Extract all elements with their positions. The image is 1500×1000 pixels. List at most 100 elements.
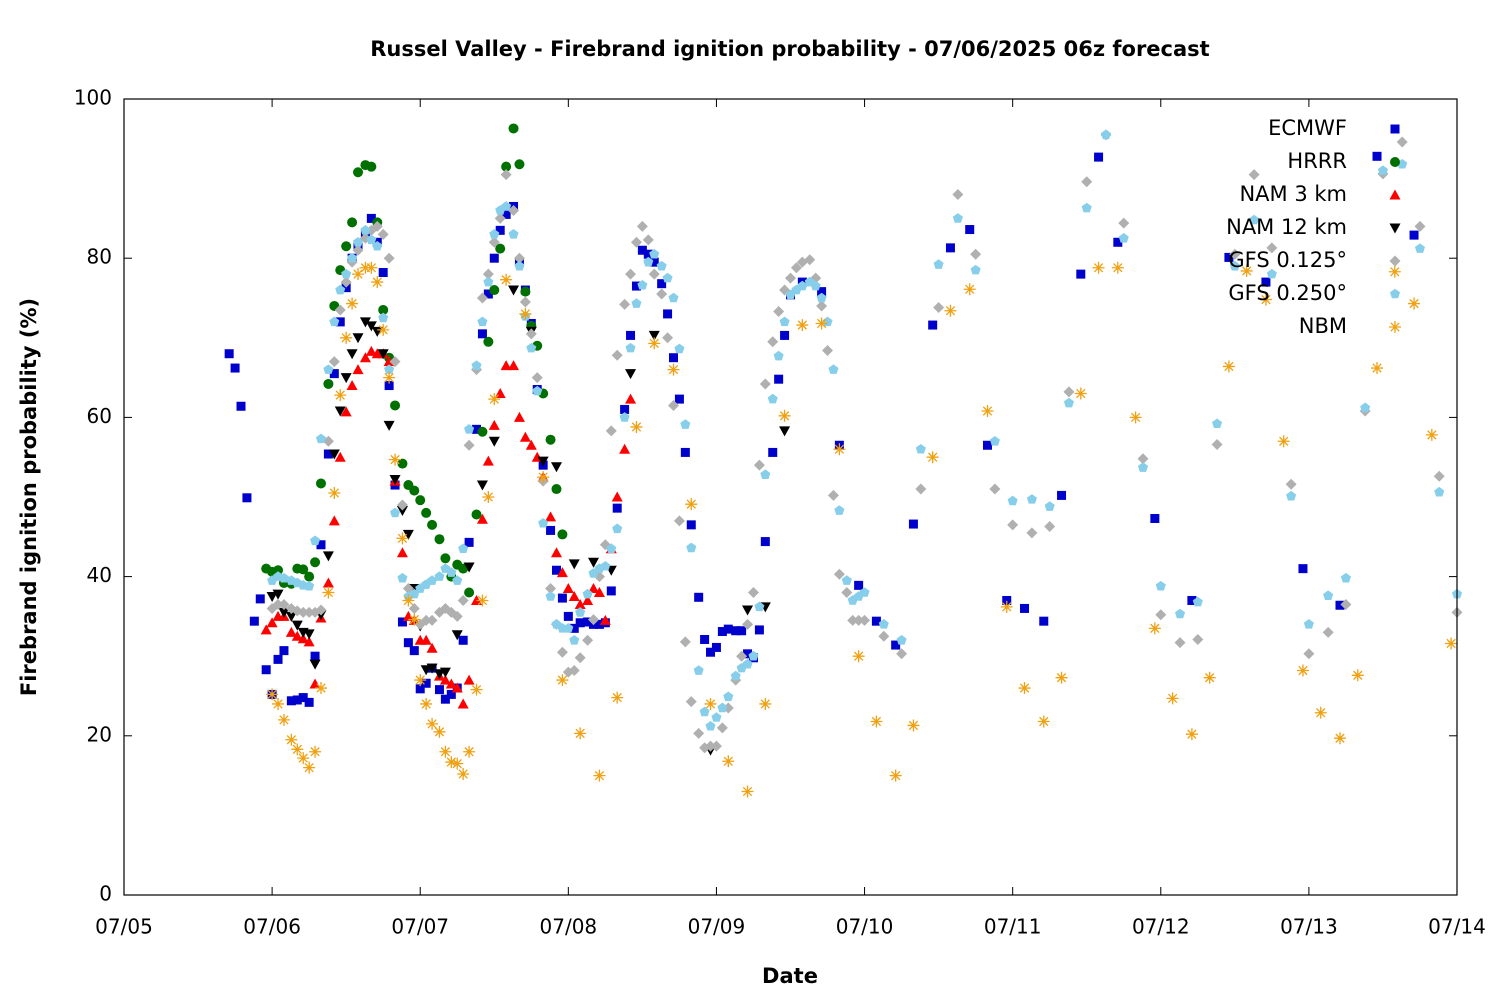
point (272, 598, 284, 610)
point (495, 243, 506, 254)
legend-marker (1390, 157, 1400, 167)
point (261, 665, 271, 675)
point (878, 630, 890, 642)
point (556, 646, 568, 658)
point (908, 519, 918, 529)
point (915, 483, 927, 495)
point (1063, 386, 1075, 398)
point (255, 594, 265, 604)
point (335, 317, 345, 327)
point (347, 252, 358, 263)
point (699, 706, 710, 717)
point (420, 697, 433, 710)
point (625, 369, 637, 380)
point (965, 225, 975, 235)
point (310, 651, 320, 661)
point (341, 268, 352, 279)
point (230, 363, 240, 373)
point (606, 586, 616, 596)
point (982, 440, 992, 450)
point (1388, 265, 1401, 278)
point (1372, 151, 1382, 161)
point (742, 605, 754, 616)
point (575, 607, 586, 617)
point (778, 409, 791, 422)
point (870, 715, 883, 728)
point (1351, 669, 1364, 682)
point (285, 733, 298, 746)
point (537, 456, 549, 467)
point (606, 543, 617, 554)
point (981, 405, 994, 418)
point (945, 243, 955, 253)
point (415, 684, 425, 694)
point (810, 280, 821, 291)
point (273, 565, 284, 576)
point (648, 268, 660, 280)
point (482, 455, 494, 466)
point (329, 369, 339, 379)
point (816, 300, 828, 312)
point (926, 451, 939, 464)
point (828, 364, 839, 374)
point (501, 201, 512, 211)
point (1026, 527, 1038, 539)
point (970, 264, 981, 275)
point (1396, 136, 1408, 148)
point (952, 189, 964, 201)
point (352, 244, 364, 256)
point (482, 268, 494, 280)
point (1007, 519, 1019, 531)
point (636, 220, 648, 232)
point (694, 592, 704, 602)
point (1057, 490, 1067, 500)
point (679, 636, 691, 648)
point (365, 345, 377, 356)
y-axis-label: Firebrand ignition probability (%) (17, 298, 41, 696)
point (440, 694, 450, 704)
x-tick-label: 07/13 (1280, 915, 1338, 939)
point (742, 658, 753, 669)
point (779, 426, 791, 437)
point (260, 624, 272, 635)
legend-marker (1389, 255, 1401, 267)
point (1055, 671, 1068, 684)
point (907, 719, 920, 732)
point (841, 587, 853, 599)
point (989, 483, 1001, 495)
point (434, 685, 444, 695)
point (328, 356, 340, 368)
point (545, 591, 556, 601)
legend-marker (1389, 189, 1401, 200)
point (1118, 217, 1130, 229)
point (871, 616, 881, 626)
point (1377, 165, 1388, 175)
point (495, 225, 505, 235)
point (352, 364, 364, 375)
point (303, 761, 316, 774)
point (396, 506, 408, 517)
point (513, 411, 525, 422)
point (1111, 261, 1124, 274)
point (1286, 490, 1297, 501)
point (1248, 169, 1260, 181)
point (797, 280, 808, 291)
point (680, 419, 691, 429)
point (457, 594, 469, 606)
point (827, 489, 839, 501)
point (545, 583, 557, 595)
point (1249, 214, 1260, 225)
point (439, 745, 452, 758)
point (322, 577, 334, 588)
y-tick-label: 60 (87, 404, 112, 428)
point (397, 572, 408, 583)
point (1224, 252, 1234, 262)
legend-label: NAM 3 km (1239, 182, 1347, 206)
point (1335, 600, 1345, 610)
point (648, 337, 661, 350)
point (1211, 438, 1223, 450)
point (458, 635, 468, 645)
point (896, 648, 908, 660)
point (834, 505, 845, 515)
